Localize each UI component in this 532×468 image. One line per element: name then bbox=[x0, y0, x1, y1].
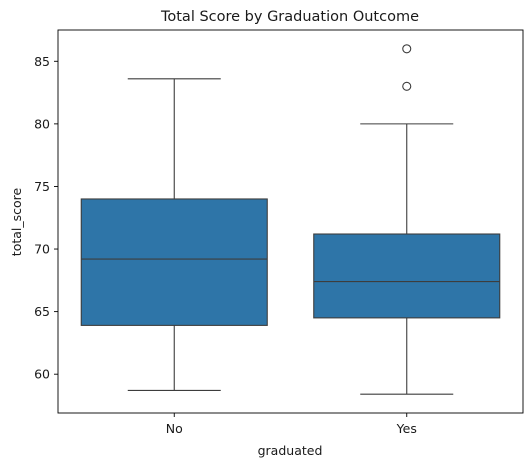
y-axis-label: total_score bbox=[9, 187, 24, 256]
x-axis: No Yes bbox=[166, 413, 417, 436]
y-tick-label: 75 bbox=[34, 179, 50, 194]
x-tick-label: Yes bbox=[396, 421, 417, 436]
outlier-point bbox=[402, 44, 412, 54]
y-tick-label: 80 bbox=[34, 116, 50, 131]
y-tick-label: 65 bbox=[34, 304, 50, 319]
y-tick-label: 85 bbox=[34, 54, 50, 69]
plot-area bbox=[80, 44, 501, 395]
iqr-box bbox=[313, 233, 501, 319]
plot-frame bbox=[57, 29, 524, 414]
y-tick-label: 70 bbox=[34, 242, 50, 257]
y-tick-label: 60 bbox=[34, 367, 50, 382]
y-axis: 60 65 70 75 80 85 bbox=[34, 54, 58, 382]
chart-title: Total Score by Graduation Outcome bbox=[160, 9, 419, 25]
x-axis-label: graduated bbox=[258, 443, 323, 458]
box-group-yes bbox=[313, 44, 501, 395]
outlier-point bbox=[402, 81, 412, 91]
x-tick-label: No bbox=[166, 421, 183, 436]
iqr-box bbox=[80, 198, 268, 326]
box-group-no bbox=[80, 78, 268, 392]
